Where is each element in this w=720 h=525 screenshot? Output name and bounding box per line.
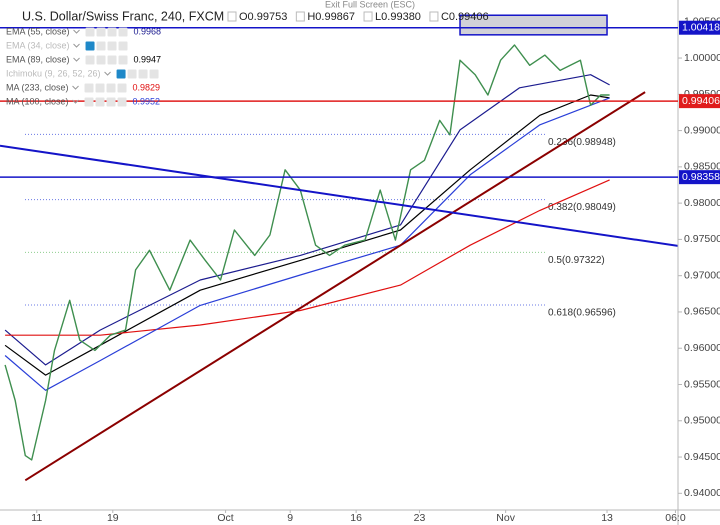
indicator-button[interactable]: [107, 27, 117, 37]
indicator-line: [4, 74, 610, 366]
ohlc-value: C0.99406: [441, 11, 489, 23]
dropdown-icon: [73, 57, 80, 62]
indicator-button[interactable]: [116, 69, 126, 79]
y-tick-label: 0.96000: [684, 342, 720, 354]
y-tick-label: 0.99000: [684, 124, 720, 136]
indicator-button[interactable]: [95, 83, 105, 93]
indicator-line: [4, 97, 610, 391]
x-tick-label: 11: [31, 512, 42, 524]
price-label-box: [679, 94, 720, 109]
fib-label: 0.382(0.98049): [548, 202, 616, 213]
indicator-value: 0.9947: [134, 54, 162, 64]
indicator-name: EMA (89, close): [6, 54, 70, 64]
ohlc-value: H0.99867: [307, 11, 355, 23]
x-tick-label: Nov: [496, 512, 515, 524]
ohlc-value: L0.99380: [375, 11, 421, 23]
y-tick-label: 0.95000: [684, 415, 720, 427]
y-tick-label: 1.00000: [684, 52, 720, 64]
indicator-button[interactable]: [118, 27, 128, 37]
zone: [459, 14, 608, 36]
indicator-button[interactable]: [95, 97, 105, 107]
y-tick-label: 0.97500: [684, 233, 720, 245]
trend-line: [24, 91, 646, 482]
dropdown-icon: [73, 43, 80, 48]
indicator-button[interactable]: [85, 55, 95, 65]
indicator-line: [4, 94, 610, 376]
indicator-button[interactable]: [118, 55, 128, 65]
indicator-value: 0.9829: [133, 82, 161, 92]
indicator-button[interactable]: [107, 41, 117, 51]
x-tick-label: 23: [414, 512, 426, 524]
overlay: 0.94000 0.94500 0.95000 0.95500 0.96000 0.965…: [0, 11, 720, 524]
fib-label: 0.5(0.97322): [548, 255, 605, 266]
ohlc-icon: [227, 11, 237, 22]
ohlc-value: O0.99753: [239, 11, 287, 23]
indicator-button[interactable]: [106, 97, 116, 107]
y-tick-label: 0.94500: [684, 451, 720, 463]
price-label-box: [679, 20, 720, 35]
indicator-name: MA (100, close): [6, 96, 69, 106]
tooltip: Exit Full Screen (ESC): [325, 0, 415, 9]
ohlc-icon: [295, 11, 305, 22]
x-tick-label: 06:0: [665, 512, 686, 524]
indicator-button[interactable]: [117, 97, 127, 107]
indicator-name: EMA (55, close): [6, 26, 70, 36]
indicator-button[interactable]: [85, 41, 95, 51]
price-label: 1.00418: [682, 21, 720, 33]
indicator-button[interactable]: [84, 97, 94, 107]
indicator-button[interactable]: [96, 27, 106, 37]
x-tick-label: 9: [287, 512, 293, 524]
price-label: 0.98358: [682, 171, 720, 183]
chart-title: U.S. Dollar/Swiss Franc, 240, FXCM: [22, 9, 224, 23]
price-label: 0.99406: [682, 95, 720, 107]
indicator-name: MA (233, close): [6, 82, 69, 92]
price-line: [4, 44, 610, 461]
indicator-value: 0.9952: [133, 96, 161, 106]
y-tick-label: 0.95500: [684, 378, 720, 390]
y-tick-label: 0.96500: [684, 306, 720, 318]
indicator-button[interactable]: [85, 27, 95, 37]
x-tick-label: 13: [601, 512, 613, 524]
indicator-button[interactable]: [96, 55, 106, 65]
fib-label: 0.236(0.98948): [548, 137, 616, 148]
indicator-button[interactable]: [117, 83, 127, 93]
indicator-button[interactable]: [138, 69, 148, 79]
x-tick-label: 19: [107, 512, 119, 524]
y-tick-label: 0.97000: [684, 269, 720, 281]
dropdown-icon: [72, 85, 79, 90]
indicator-button[interactable]: [96, 41, 106, 51]
plot-area: 0.236(0.98948) 0.382(0.98049) 0.5(0.97322)…: [0, 14, 678, 482]
indicator-name: Ichimoku (9, 26, 52, 26): [6, 68, 101, 78]
y-tick-label: 0.98000: [684, 197, 720, 209]
indicator-button[interactable]: [118, 41, 128, 51]
indicator-value: 0.9968: [134, 26, 162, 36]
indicator-name: EMA (34, close): [6, 40, 70, 50]
trend-line: [0, 144, 678, 247]
dropdown-icon: [73, 29, 80, 34]
indicator-button[interactable]: [127, 69, 137, 79]
price-label-box: [679, 170, 720, 185]
x-tick-label: 16: [350, 512, 362, 524]
y-tick-label: 0.94000: [684, 487, 720, 499]
ohlc-icon: [363, 11, 373, 22]
indicator-button[interactable]: [107, 55, 117, 65]
indicator-button[interactable]: [106, 83, 116, 93]
indicator-button[interactable]: [84, 83, 94, 93]
y-tick-label: 0.98500: [684, 161, 720, 173]
dropdown-icon: [72, 99, 79, 104]
x-tick-label: Oct: [217, 512, 233, 524]
dropdown-icon: [104, 71, 111, 76]
ohlc-icon: [429, 11, 439, 22]
indicator-button[interactable]: [149, 69, 159, 79]
fib-label: 0.618(0.96596): [548, 308, 616, 319]
